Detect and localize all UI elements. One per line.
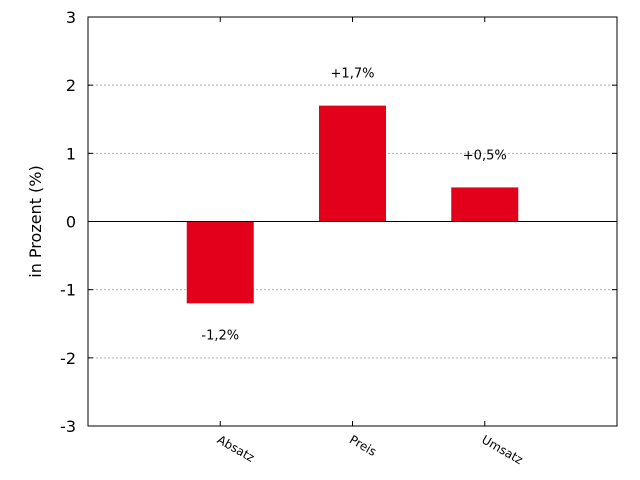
x-tick-label: Umsatz — [479, 432, 525, 467]
y-tick-label: 0 — [66, 213, 76, 232]
data-labels: -1,2% +1,7% +0,5% — [201, 67, 506, 344]
x-axis-ticks: Absatz Preis Umsatz — [215, 17, 525, 467]
data-label: +0,5% — [463, 148, 507, 163]
y-tick-label: 2 — [66, 76, 76, 95]
bar-absatz — [186, 221, 254, 304]
data-label: +1,7% — [331, 67, 375, 82]
y-axis-title: in Prozent (%) — [26, 165, 45, 277]
x-tick-label: Preis — [347, 432, 379, 458]
y-tick-label: -3 — [60, 417, 76, 436]
bar-preis — [319, 105, 386, 222]
bar-umsatz — [451, 187, 519, 222]
bars — [186, 105, 519, 304]
y-tick-label: 3 — [66, 8, 76, 27]
y-axis-ticks: -3 -2 -1 0 1 2 3 — [60, 8, 617, 436]
y-tick-label: 1 — [66, 144, 76, 163]
y-tick-label: -2 — [60, 349, 76, 368]
y-tick-label: -1 — [60, 281, 76, 300]
data-label: -1,2% — [201, 328, 239, 343]
x-tick-label: Absatz — [215, 432, 257, 464]
